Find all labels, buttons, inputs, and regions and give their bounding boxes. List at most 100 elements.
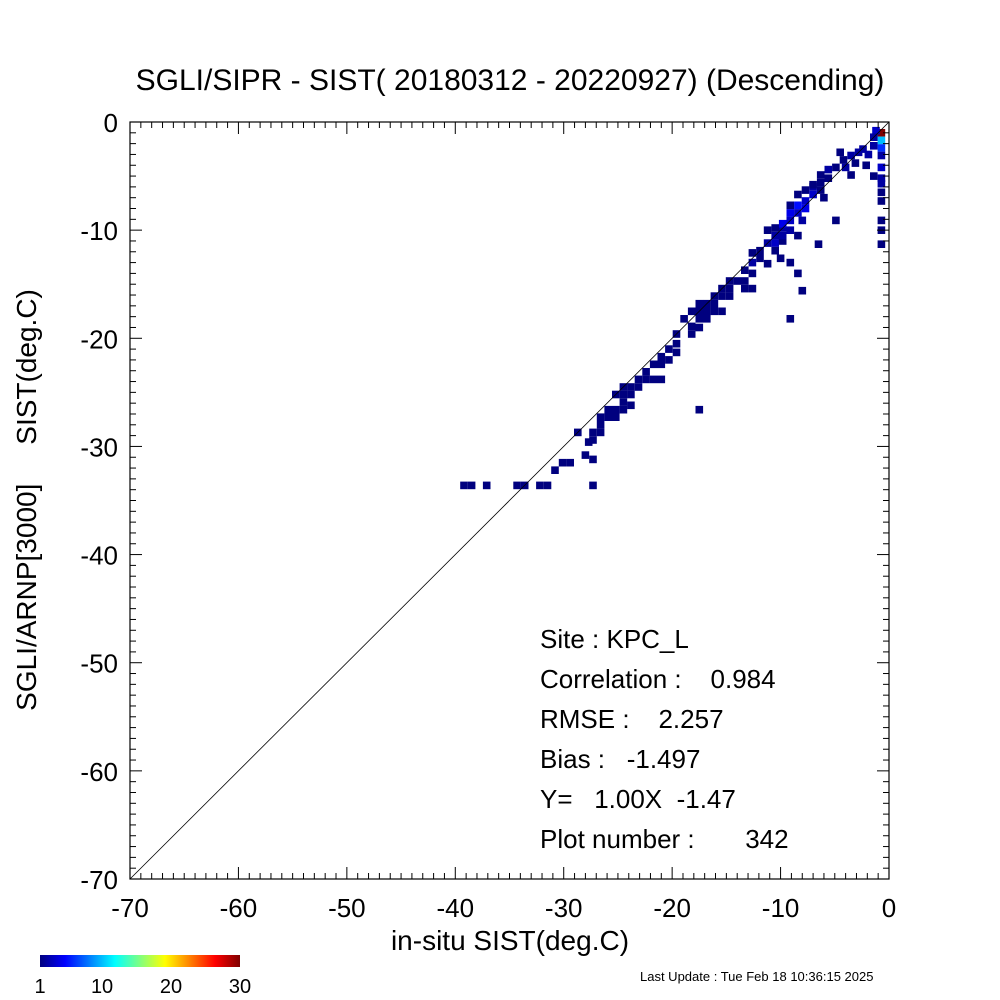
density-cell — [695, 323, 704, 332]
density-cell — [832, 163, 840, 172]
density-cell — [816, 171, 825, 179]
density-cell — [771, 239, 779, 247]
density-cell — [801, 186, 810, 194]
axis-ticks: -70 -60 -50 -40 -30 -20 -10 0 0 -10 -20 -30 -40 -50 -6… — [80, 108, 896, 923]
x-tick-label: -10 — [762, 893, 800, 923]
density-cell — [665, 345, 673, 353]
density-cell — [778, 231, 787, 240]
density-cell — [718, 292, 726, 300]
density-cell — [741, 266, 749, 274]
density-cell — [482, 481, 491, 490]
density-cell — [612, 405, 620, 414]
density-cell — [725, 284, 734, 293]
density-cell — [870, 142, 878, 150]
density-cell — [778, 237, 787, 245]
density-cell — [551, 466, 559, 474]
chart-title: SGLI/SIPR - SIST( 20180312 - 20220927) (… — [136, 64, 885, 97]
x-tick-label: -30 — [545, 893, 583, 923]
statistics-panel: Site : KPC_L Correlation : 0.984 RMSE : … — [540, 624, 789, 854]
x-axis-label: in-situ SIST(deg.C) — [391, 925, 629, 956]
density-cell — [657, 352, 666, 361]
y-tick-label: -30 — [80, 432, 118, 462]
density-cell — [862, 161, 870, 170]
density-cell — [596, 413, 605, 421]
one-to-one-line — [129, 121, 890, 880]
density-cell — [814, 240, 823, 248]
density-cell — [776, 254, 785, 263]
y-tick-label: -60 — [80, 757, 118, 787]
density-cell — [733, 277, 741, 285]
density-cell — [687, 307, 696, 316]
density-cell — [604, 413, 612, 421]
x-tick-label: -50 — [328, 893, 366, 923]
density-cell — [649, 360, 658, 369]
density-cell — [771, 246, 779, 255]
density-cell — [460, 481, 468, 490]
stat-bias: Bias : -1.497 — [540, 744, 700, 774]
density-cell — [877, 144, 886, 152]
color-bar: 1 10 20 30 — [34, 955, 251, 998]
density-cell — [741, 277, 749, 285]
density-cell — [741, 284, 749, 293]
density-cell — [725, 292, 734, 300]
density-cell — [589, 481, 597, 490]
y-tick-label: -20 — [80, 324, 118, 354]
density-cell — [467, 481, 476, 490]
density-cell — [566, 458, 574, 467]
density-cell — [872, 126, 880, 135]
density-cell — [847, 151, 855, 160]
density-cell — [612, 413, 620, 421]
density-cell — [820, 193, 828, 202]
density-cell — [748, 249, 757, 257]
stat-plot-number: Plot number : 342 — [540, 824, 789, 854]
density-cell — [672, 348, 681, 357]
density-cell — [619, 405, 628, 414]
density-cell — [703, 315, 711, 323]
density-cell — [859, 145, 867, 153]
x-tick-label: -70 — [111, 893, 149, 923]
y-tick-label: -10 — [80, 216, 118, 246]
density-cell — [841, 163, 850, 172]
density-cell — [710, 299, 719, 308]
density-cell — [786, 258, 795, 267]
y-tick-label: -50 — [80, 649, 118, 679]
density-cell — [596, 428, 605, 437]
density-cell — [657, 360, 666, 369]
density-cell — [809, 180, 817, 189]
density-cell — [877, 129, 886, 137]
color-bar-tick-label: 20 — [160, 976, 182, 998]
density-cell — [798, 216, 807, 225]
density-cell — [870, 172, 878, 180]
density-cell — [786, 209, 795, 217]
y-tick-label: -40 — [80, 541, 118, 571]
density-cell — [763, 226, 772, 234]
density-cell — [687, 330, 696, 338]
density-cell — [778, 219, 787, 228]
density-cell — [589, 428, 597, 437]
density-cell — [627, 383, 635, 391]
density-cell — [748, 258, 757, 267]
density-cell — [710, 307, 719, 316]
density-cell — [786, 201, 795, 210]
density-cell — [832, 216, 840, 225]
density-cell — [801, 197, 810, 205]
density-cell — [809, 190, 817, 199]
density-cell — [627, 390, 635, 399]
density-cell — [584, 438, 593, 446]
density-cell — [596, 421, 605, 429]
density-cell — [695, 315, 704, 323]
density-cell — [589, 436, 597, 444]
density-cell — [634, 383, 643, 391]
density-cell — [703, 307, 711, 316]
last-update-text: Last Update : Tue Feb 18 10:36:15 2025 — [640, 969, 873, 984]
density-cell — [847, 171, 855, 179]
density-cell — [877, 151, 886, 160]
density-cell — [794, 231, 802, 240]
reference-line-layer — [129, 121, 890, 880]
x-tick-label: 0 — [882, 893, 896, 923]
density-cell — [627, 401, 635, 410]
density-cell — [581, 451, 590, 459]
density-cell — [657, 375, 666, 384]
density-cell — [839, 156, 848, 164]
